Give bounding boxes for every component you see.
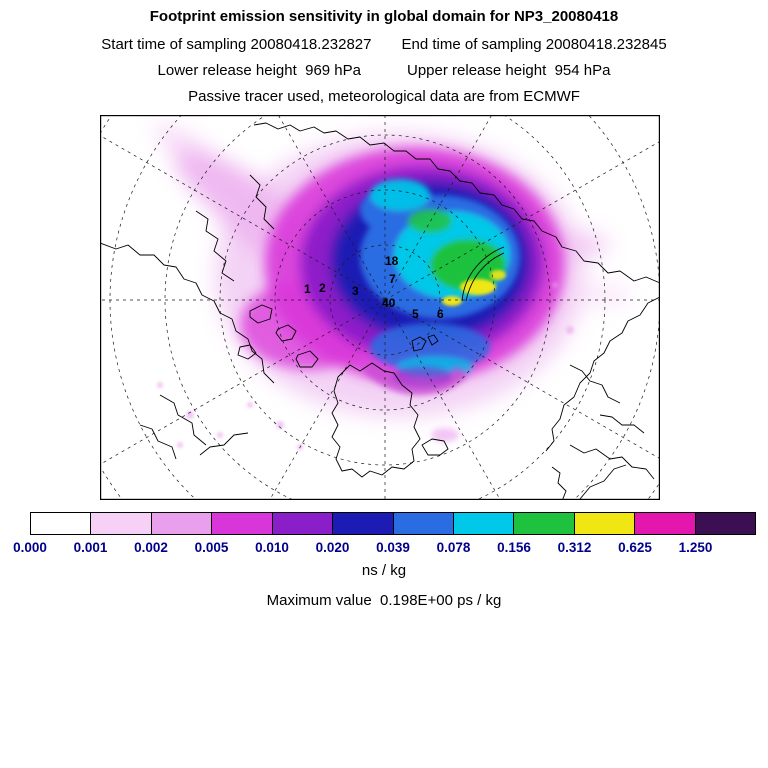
coastlines-layer [101,122,659,499]
release-marker: 2 [319,281,326,295]
colorbar-tick-label: 0.312 [557,540,592,555]
sampling-time-line: Start time of sampling 20080418.232827 E… [0,36,768,53]
colorbar-tick-label: 0.625 [618,540,652,555]
colorbar-segment [333,513,394,534]
colorbar-segment [514,513,575,534]
colorbar-tick-label: 0.039 [376,540,410,555]
colorbar-segment [453,513,515,534]
colorbar-segment [574,513,636,534]
release-marker: 5 [412,307,419,321]
plume-layer [155,123,631,450]
colorbar-segment [91,513,152,534]
map-panel: 1 2 3 5 6 7 18 40 [100,115,660,500]
release-marker: 40 [382,296,396,310]
map-canvas: 1 2 3 5 6 7 18 40 [100,115,660,500]
colorbar-segment [151,513,213,534]
lower-release-label: Lower release height 969 hPa [157,62,361,79]
start-time-label: Start time of sampling 20080418.232827 [101,36,372,53]
release-marker: 1 [304,282,311,296]
colorbar-tick-label: 0.020 [315,540,350,555]
colorbar-segment [393,513,454,534]
colorbar-segment [695,513,756,534]
release-marker: 6 [437,307,444,321]
upper-release-label: Upper release height 954 hPa [407,62,611,79]
colorbar [30,512,756,535]
colorbar-tick-label: 0.002 [134,540,168,555]
plot-title: Footprint emission sensitivity in global… [149,8,619,25]
maximum-value-label: Maximum value 0.198E+00 ps / kg [266,592,502,609]
station-markers-layer: 1 2 3 5 6 7 18 40 [304,254,444,321]
release-marker: 18 [385,254,399,268]
colorbar-segment [272,513,334,534]
colorbar-tick-label: 1.250 [678,540,713,555]
release-marker: 3 [352,284,359,298]
colorbar-tick-label: 0.010 [255,540,289,555]
colorbar-tick-label: 0.156 [497,540,531,555]
colorbar-ticks: 0.000 0.001 0.002 0.005 0.010 0.020 0.039 0.078… [13,540,756,558]
colorbar-tick-label: 0.005 [194,540,229,555]
end-time-label: End time of sampling 20080418.232845 [401,36,667,53]
tracer-line: Passive tracer used, meteorological data… [188,88,580,105]
colorbar-units-label: ns / kg [361,562,407,579]
graticule-layer [101,116,659,499]
colorbar-segment [212,513,273,534]
release-marker: 7 [389,272,396,286]
colorbar-tick-label: 0.001 [73,540,108,555]
map-frame [100,115,660,500]
release-height-line: Lower release height 969 hPa Upper relea… [0,62,768,79]
colorbar-tick-label: 0.078 [436,540,471,555]
colorbar-segment [31,513,92,534]
colorbar-segment [635,513,696,534]
colorbar-tick-label: 0.000 [13,540,47,555]
